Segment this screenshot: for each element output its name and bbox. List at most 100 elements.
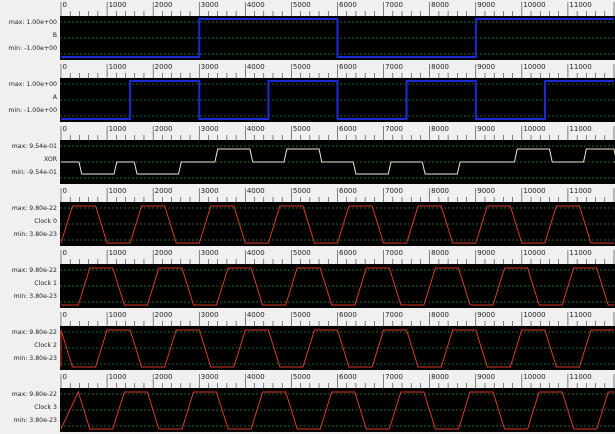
tick-label: 11000 xyxy=(569,63,592,71)
tick-label: 0 xyxy=(62,373,67,381)
tick-label: 7000 xyxy=(385,1,403,9)
tick-label: 7000 xyxy=(385,249,403,257)
signal-panel[interactable]: 0 1000 2000 3000 4000 5000 6000 7000 8000 9000 100… xyxy=(0,186,615,248)
signal-min-label: min: 3.80e-23 xyxy=(13,355,57,362)
waveform-trace xyxy=(61,18,614,58)
tick-label: 0 xyxy=(62,187,67,195)
tick-label: 11000 xyxy=(569,373,592,381)
tick-label: 3000 xyxy=(200,187,219,195)
tick-label: 3000 xyxy=(200,63,219,71)
time-ruler: 0 1000 2000 3000 4000 5000 6000 7000 8000 9000 100… xyxy=(60,124,615,140)
tick-label: 4000 xyxy=(246,187,265,195)
signal-name: XOR xyxy=(43,156,57,163)
time-ruler: 0 1000 2000 3000 4000 5000 6000 7000 8000 9000 100… xyxy=(60,310,615,326)
tick-label: 0 xyxy=(62,63,67,71)
waveform-svg xyxy=(60,326,615,370)
signal-plot-area[interactable] xyxy=(60,326,615,370)
tick-label: 8000 xyxy=(431,187,449,195)
tick-label: 4000 xyxy=(246,311,265,319)
tick-label: 9000 xyxy=(477,373,496,381)
tick-label: 6000 xyxy=(339,187,357,195)
signal-plot-area[interactable] xyxy=(60,202,615,246)
tick-label: 2000 xyxy=(154,63,173,71)
signal-name: A xyxy=(52,94,57,101)
tick-label: 8000 xyxy=(431,1,449,9)
waveform-trace xyxy=(61,148,615,175)
signal-min-label: min: 3.80e-23 xyxy=(13,231,57,238)
tick-label: 6000 xyxy=(339,373,357,381)
signal-plot-area[interactable] xyxy=(60,78,615,122)
waveform-trace xyxy=(60,329,614,368)
signal-panel[interactable]: 0 1000 2000 3000 4000 5000 6000 7000 8000 9000 100… xyxy=(0,372,615,434)
tick-label: 7000 xyxy=(385,311,403,319)
time-ruler-ticks xyxy=(60,188,615,202)
signal-panel[interactable]: 0 1000 2000 3000 4000 5000 6000 7000 8000 9000 100… xyxy=(0,62,615,124)
signal-panel[interactable]: 0 1000 2000 3000 4000 5000 6000 7000 8000 9000 100… xyxy=(0,248,615,310)
signal-max-label: max: 9.80e-22 xyxy=(11,205,57,212)
waveform-trace xyxy=(61,80,614,120)
time-ruler-ticks xyxy=(60,2,615,16)
tick-label: 11000 xyxy=(569,249,592,257)
tick-label: 2000 xyxy=(154,125,173,133)
signal-label-box: max: 9.80e-22 Clock 3 min: 3.80e-23 xyxy=(0,388,60,432)
signal-panel[interactable]: 0 1000 2000 3000 4000 5000 6000 7000 8000 9000 100… xyxy=(0,310,615,372)
waveform-trace xyxy=(60,205,614,244)
time-ruler-ticks xyxy=(60,126,615,140)
tick-label: 5000 xyxy=(292,125,311,133)
signal-max-label: max: 9.80e-22 xyxy=(11,391,57,398)
signal-min-label: min: 3.80e-23 xyxy=(13,293,57,300)
tick-label: 9000 xyxy=(477,187,496,195)
tick-label: 4000 xyxy=(246,1,265,9)
signal-max-label: max: 9.80e-22 xyxy=(11,329,57,336)
waveform-svg xyxy=(60,264,615,308)
signal-panel[interactable]: 0 1000 2000 3000 4000 5000 6000 7000 8000 9000 100… xyxy=(0,124,615,186)
waveform-svg xyxy=(60,16,615,60)
tick-label: 1000 xyxy=(108,187,127,195)
signal-min-label: min: -1.00e+00 xyxy=(8,107,57,114)
signal-label-box: max: 9.80e-22 Clock 0 min: 3.80e-23 xyxy=(0,202,60,246)
waveform-trace xyxy=(61,267,614,306)
tick-label: 5000 xyxy=(292,311,311,319)
tick-label: 5000 xyxy=(292,249,311,257)
signal-max-label: max: 9.54e-01 xyxy=(11,143,57,150)
signal-max-label: max: 1.00e+00 xyxy=(8,81,57,88)
signal-label-box: max: 9.80e-22 Clock 2 min: 3.80e-23 xyxy=(0,326,60,370)
tick-label: 6000 xyxy=(339,125,357,133)
tick-label: 9000 xyxy=(477,1,496,9)
waveform-svg xyxy=(60,140,615,184)
tick-label: 3000 xyxy=(200,249,219,257)
tick-label: 7000 xyxy=(385,373,403,381)
signal-plot-area[interactable] xyxy=(60,264,615,308)
tick-label: 1000 xyxy=(108,249,127,257)
time-ruler: 0 1000 2000 3000 4000 5000 6000 7000 8000 9000 100… xyxy=(60,248,615,264)
tick-label: 11000 xyxy=(569,187,592,195)
tick-label: 5000 xyxy=(292,1,311,9)
time-ruler: 0 1000 2000 3000 4000 5000 6000 7000 8000 9000 100… xyxy=(60,372,615,388)
tick-label: 0 xyxy=(62,1,67,9)
signal-plot-area[interactable] xyxy=(60,16,615,60)
tick-label: 9000 xyxy=(477,249,496,257)
time-ruler-ticks xyxy=(60,64,615,78)
waveform-trace xyxy=(60,390,614,430)
signal-label-box: max: 9.80e-22 Clock 1 min: 3.80e-23 xyxy=(0,264,60,308)
time-ruler-ticks xyxy=(60,312,615,326)
signal-plot-area[interactable] xyxy=(60,140,615,184)
signal-plot-area[interactable] xyxy=(60,388,615,432)
signal-panel[interactable]: 0 1000 2000 3000 4000 5000 6000 7000 8000 9000 100… xyxy=(0,0,615,62)
time-ruler: 0 1000 2000 3000 4000 5000 6000 7000 8000 9000 100… xyxy=(60,62,615,78)
tick-label: 11000 xyxy=(569,1,592,9)
time-ruler-ticks xyxy=(60,250,615,264)
signal-min-label: min: 3.80e-23 xyxy=(13,417,57,424)
tick-label: 11000 xyxy=(569,311,592,319)
tick-label: 8000 xyxy=(431,311,449,319)
signal-label-box: max: 9.54e-01 XOR min: -9.54e-01 xyxy=(0,140,60,184)
tick-label: 2000 xyxy=(154,187,173,195)
tick-label: 10000 xyxy=(523,187,546,195)
tick-label: 0 xyxy=(62,311,67,319)
tick-label: 2000 xyxy=(154,373,173,381)
tick-label: 1000 xyxy=(108,1,127,9)
tick-label: 7000 xyxy=(385,187,403,195)
signal-name: Clock 3 xyxy=(34,404,57,411)
waveform-svg xyxy=(60,388,615,432)
